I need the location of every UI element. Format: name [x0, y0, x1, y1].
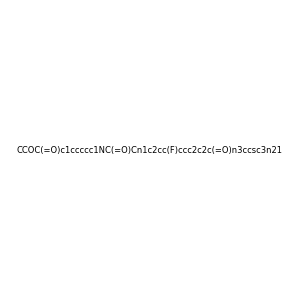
Text: CCOC(=O)c1ccccc1NC(=O)Cn1c2cc(F)ccc2c2c(=O)n3ccsc3n21: CCOC(=O)c1ccccc1NC(=O)Cn1c2cc(F)ccc2c2c(… — [17, 146, 283, 154]
